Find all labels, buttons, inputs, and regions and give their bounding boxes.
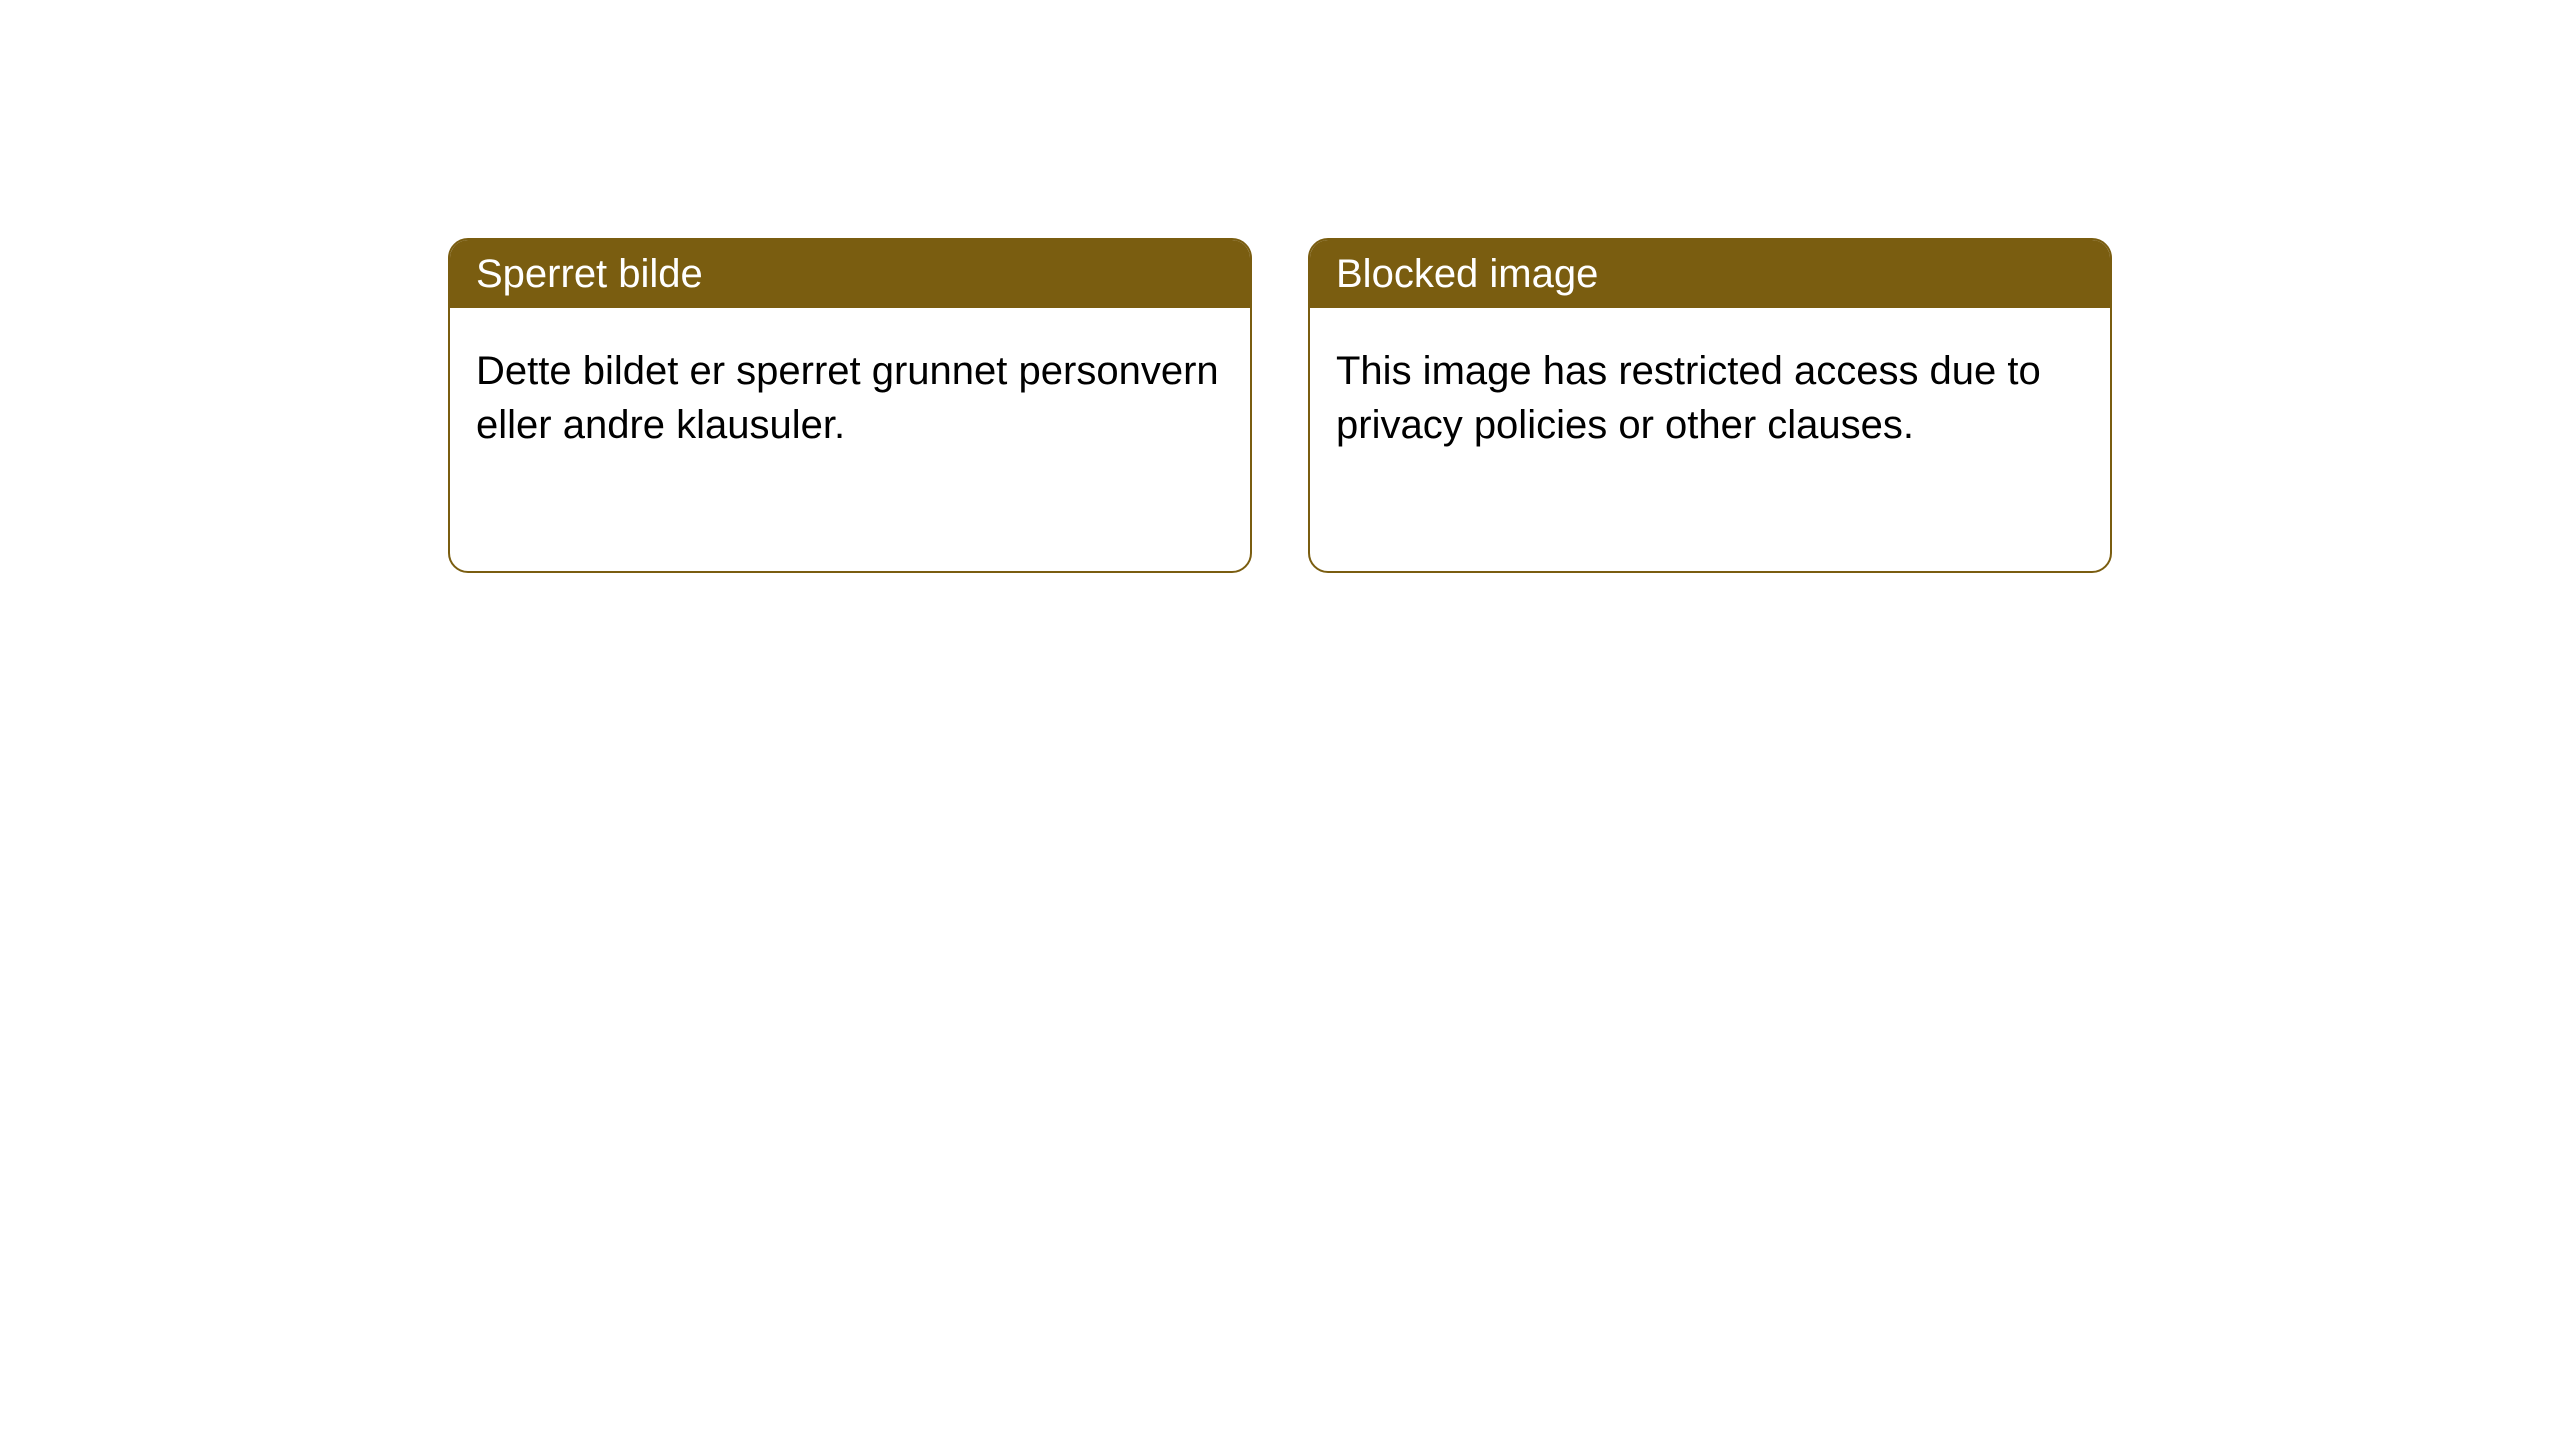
card-title: Blocked image xyxy=(1336,252,1598,296)
card-body-text: This image has restricted access due to … xyxy=(1336,349,2041,447)
card-header: Blocked image xyxy=(1310,240,2110,308)
card-body-text: Dette bildet er sperret grunnet personve… xyxy=(476,349,1219,447)
blocked-image-card-norwegian: Sperret bilde Dette bildet er sperret gr… xyxy=(448,238,1252,573)
card-body: This image has restricted access due to … xyxy=(1310,308,2110,488)
card-body: Dette bildet er sperret grunnet personve… xyxy=(450,308,1250,488)
blocked-image-card-english: Blocked image This image has restricted … xyxy=(1308,238,2112,573)
card-container: Sperret bilde Dette bildet er sperret gr… xyxy=(0,0,2560,573)
card-title: Sperret bilde xyxy=(476,252,703,296)
card-header: Sperret bilde xyxy=(450,240,1250,308)
